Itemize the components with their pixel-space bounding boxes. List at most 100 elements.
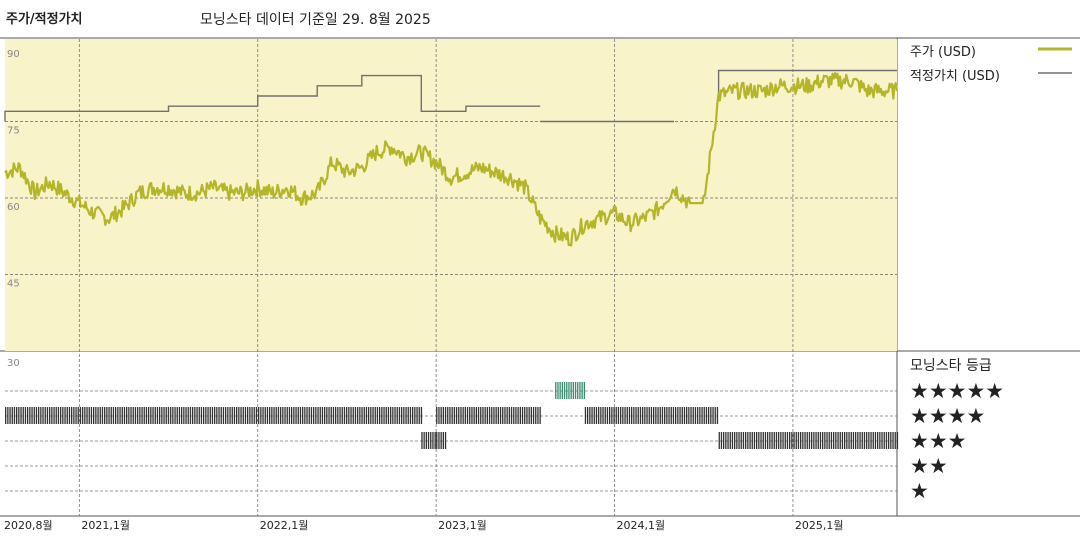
rating-bar-stripe — [568, 382, 570, 399]
rating-bar-3-star — [436, 432, 447, 449]
rating-bar-stripe — [150, 407, 152, 424]
rating-bar-stripe — [233, 407, 236, 424]
rating-bar-stripe — [363, 407, 365, 424]
rating-bar-stripe — [742, 432, 745, 449]
rating-bar-stripe — [642, 407, 644, 424]
rating-bar-stripe — [77, 407, 79, 424]
rating-bar-stripe — [524, 407, 526, 424]
rating-bar-stripe — [451, 407, 453, 424]
rating-bar-stripe — [134, 407, 137, 424]
rating-bar-stripe — [229, 407, 231, 424]
rating-bar-stripe — [189, 407, 192, 424]
rating-bar-stripe — [557, 382, 559, 399]
rating-bar-stripe — [269, 407, 271, 424]
rating-bar-stripe — [793, 432, 795, 449]
rating-bar-stripe — [372, 407, 374, 424]
y-tick-label: 90 — [7, 49, 20, 60]
rating-bar-stripe — [163, 407, 165, 424]
rating-bar-stripe — [7, 407, 9, 424]
rating-bar-stripe — [581, 382, 583, 399]
rating-bar-stripe — [606, 407, 609, 424]
rating-bar-stripe — [811, 432, 813, 449]
rating-bar-stripe — [819, 432, 822, 449]
rating-bar-stripe — [464, 407, 466, 424]
rating-bar-stripe — [185, 407, 187, 424]
rating-bar-stripe — [455, 407, 458, 424]
rating-bar-stripe — [857, 432, 859, 449]
rating-bar-stripe — [438, 407, 440, 424]
rating-bar-stripe — [473, 407, 475, 424]
rating-bar-stripe — [885, 432, 888, 449]
rating-bar-stripe — [306, 407, 308, 424]
rating-bar-stripe — [317, 407, 319, 424]
rating-bar-stripe — [453, 407, 455, 424]
rating-bar-stripe — [264, 407, 266, 424]
rating-bar-stripe — [420, 407, 423, 424]
rating-bar-stripe — [365, 407, 368, 424]
rating-bar-stripe — [141, 407, 143, 424]
rating-bar-stripe — [275, 407, 277, 424]
rating-bar-stripe — [379, 407, 381, 424]
rating-bar-3-star — [421, 432, 436, 449]
rating-bar-stripe — [894, 432, 896, 449]
rating-bar-stripe — [178, 407, 181, 424]
rating-bar-stripe — [458, 407, 460, 424]
legend-fair-value: 적정가치 (USD) — [910, 65, 1000, 84]
rating-bar-stripe — [183, 407, 185, 424]
rating-bar-stripe — [376, 407, 379, 424]
rating-bar-stripe — [132, 407, 134, 424]
rating-bar-stripe — [295, 407, 297, 424]
rating-bar-stripe — [123, 407, 126, 424]
rating-bar-stripe — [708, 407, 710, 424]
rating-bar-stripe — [620, 407, 622, 424]
rating-bar-stripe — [846, 432, 848, 449]
rating-bar-stripe — [804, 432, 806, 449]
legend-price-label: 주가 (USD) — [910, 45, 976, 60]
rating-bar-stripe — [227, 407, 229, 424]
rating-bar-stripe — [310, 407, 313, 424]
rating-bar-stripe — [253, 407, 255, 424]
rating-bar-stripe — [154, 407, 156, 424]
rating-bar-stripe — [460, 407, 462, 424]
rating-bar-stripe — [308, 407, 310, 424]
rating-bar-stripe — [784, 432, 786, 449]
rating-bar-stripe — [714, 407, 716, 424]
rating-bar-stripe — [438, 432, 440, 449]
rating-bar-stripe — [762, 432, 764, 449]
rating-bar-stripe — [335, 407, 337, 424]
rating-bar-stripe — [280, 407, 282, 424]
rating-bar-stripe — [211, 407, 214, 424]
rating-bar-stripe — [198, 407, 200, 424]
rating-bar-stripe — [579, 382, 581, 399]
rating-bar-stripe — [797, 432, 800, 449]
rating-bar-stripe — [517, 407, 519, 424]
rating-bar-stripe — [539, 407, 541, 424]
rating-bar-stripe — [104, 407, 106, 424]
rating-bar-stripe — [852, 432, 855, 449]
rating-bar-stripe — [9, 407, 11, 424]
rating-bar-stripe — [216, 407, 218, 424]
rating-bar-stripe — [60, 407, 62, 424]
x-tick-label: 2021,1월 — [81, 519, 130, 532]
rating-bar-stripe — [71, 407, 73, 424]
rating-bar-stripe — [868, 432, 870, 449]
rating-bar-stripe — [95, 407, 97, 424]
rating-bar-stripe — [844, 432, 846, 449]
rating-bar-stripe — [883, 432, 885, 449]
rating-bar-stripe — [31, 407, 33, 424]
rating-bar-stripe — [35, 407, 38, 424]
rating-bar-stripe — [181, 407, 183, 424]
rating-bar-stripe — [863, 432, 866, 449]
rating-bar-stripe — [822, 432, 824, 449]
rating-bar-stripe — [231, 407, 233, 424]
rating-bar-stripe — [484, 407, 486, 424]
rating-bar-stripe — [593, 407, 595, 424]
rating-bar-stripe — [570, 382, 572, 399]
rating-bar-stripe — [64, 407, 66, 424]
rating-bar-stripe — [117, 407, 119, 424]
rating-bar-stripe — [561, 382, 563, 399]
rating-bar-stripe — [430, 432, 432, 449]
rating-bar-stripe — [370, 407, 372, 424]
rating-bar-stripe — [97, 407, 99, 424]
rating-bar-stripe — [563, 382, 566, 399]
